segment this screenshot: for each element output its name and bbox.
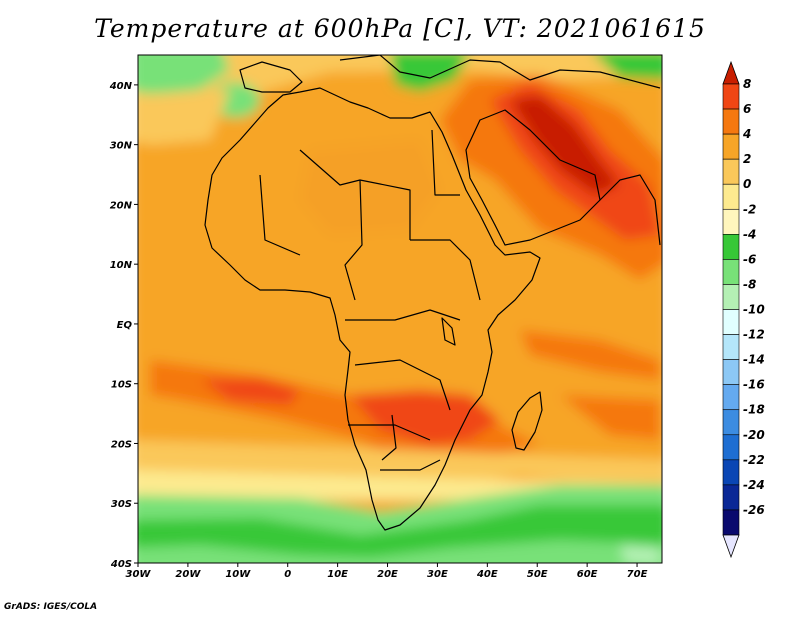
y-axis: 40N 30N 20N 10N EQ 10S 20S 30S 40S [109, 81, 138, 570]
colorbar-label: -8 [743, 277, 756, 291]
x-tick-label: 50E [527, 569, 548, 580]
colorbar: 8 6 4 2 0 -2 -4 -6 -8 -10 -12 -14 -16 -18 -20 -22 -24 -26 [722, 60, 765, 559]
temperature-field [138, 55, 662, 563]
colorbar-max-triangle [722, 60, 740, 85]
colorbar-box [722, 234, 740, 260]
colorbar-label: -18 [743, 403, 765, 417]
x-tick-label: 10W [225, 569, 251, 580]
x-tick-label: 10E [327, 569, 348, 580]
colorbar-box [722, 284, 740, 310]
coastline-outline [204, 55, 661, 531]
colorbar-box [722, 183, 740, 210]
y-tick-label: 40S [110, 559, 132, 570]
colorbar-box [722, 259, 740, 285]
colorbar-box [722, 484, 740, 511]
x-tick-label: 60E [577, 569, 598, 580]
colorbar-label: -24 [743, 478, 765, 492]
colorbar-box [722, 384, 740, 411]
x-tick-label: 30E [427, 569, 448, 580]
y-tick-label: 20N [110, 200, 133, 211]
y-tick-label: 30N [110, 141, 133, 152]
colorbar-label: -16 [743, 378, 765, 392]
x-axis: 30W 20W 10W 0 10E 20E 30E 40E 50E 60E 70E [126, 563, 648, 580]
colorbar-box [722, 359, 740, 385]
map-title: Temperature at 600hPa [C], VT: 202106161… [94, 14, 706, 43]
colorbar-box [722, 434, 740, 461]
colorbar-label: 6 [743, 102, 751, 116]
y-tick-label: 20S [111, 439, 132, 450]
colorbar-label: -10 [743, 303, 765, 317]
colorbar-label: -20 [743, 428, 765, 442]
y-tick-label: EQ [117, 320, 133, 331]
colorbar-label: -12 [743, 328, 765, 342]
colorbar-label: -6 [743, 252, 756, 266]
colorbar-min-triangle [722, 534, 740, 559]
colorbar-label: -26 [743, 503, 765, 517]
colorbar-box [722, 83, 740, 110]
colorbar-label: 0 [743, 177, 751, 191]
colorbar-label: 4 [742, 127, 751, 141]
colorbar-label: -2 [743, 202, 756, 216]
x-tick-label: 0 [284, 569, 291, 580]
colorbar-label: -14 [743, 353, 765, 367]
colorbar-box [722, 108, 740, 135]
x-tick-label: 20E [377, 569, 398, 580]
colorbar-label: 2 [743, 152, 751, 166]
x-tick-label: 20W [175, 569, 201, 580]
colorbar-box [722, 133, 740, 160]
colorbar-box [722, 409, 740, 436]
colorbar-box [722, 208, 740, 235]
y-tick-label: 10N [110, 260, 133, 271]
grads-credit: GrADS: IGES/COLA [4, 602, 98, 612]
colorbar-box [722, 334, 740, 360]
colorbar-box [722, 509, 740, 536]
y-tick-label: 30S [111, 499, 132, 510]
colorbar-label: 8 [743, 77, 751, 91]
colorbar-box [722, 309, 740, 335]
y-tick-label: 40N [109, 81, 133, 92]
colorbar-label: -4 [743, 227, 756, 241]
colorbar-box [722, 158, 740, 185]
x-tick-label: 30W [126, 569, 152, 580]
x-tick-label: 70E [627, 569, 648, 580]
colorbar-label: -22 [743, 453, 765, 467]
colorbar-box [722, 459, 740, 486]
map-frame [137, 54, 663, 564]
x-tick-label: 40E [476, 569, 498, 580]
y-tick-label: 10S [111, 380, 132, 391]
